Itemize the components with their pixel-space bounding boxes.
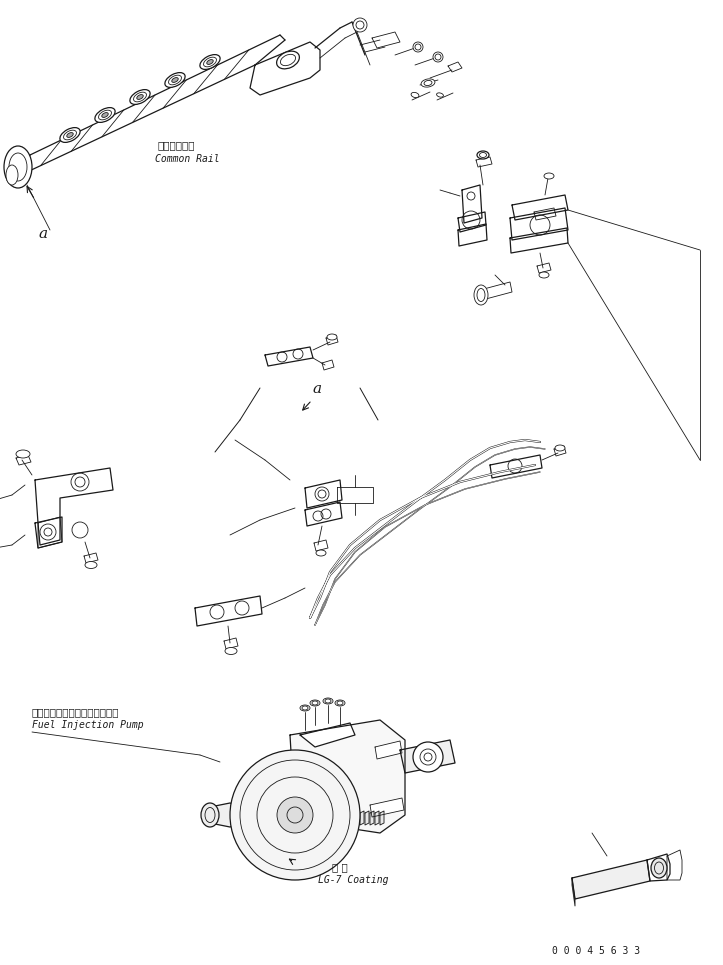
Polygon shape (314, 540, 328, 551)
Ellipse shape (67, 132, 73, 137)
Ellipse shape (16, 450, 30, 458)
Text: Fuel Injection Pump: Fuel Injection Pump (32, 720, 144, 730)
Ellipse shape (474, 285, 488, 305)
Ellipse shape (95, 108, 115, 123)
Polygon shape (300, 723, 355, 747)
Ellipse shape (539, 272, 549, 278)
Polygon shape (250, 42, 320, 95)
Polygon shape (35, 468, 113, 545)
Ellipse shape (4, 146, 32, 188)
Polygon shape (462, 185, 482, 223)
Ellipse shape (327, 334, 337, 340)
Circle shape (353, 18, 367, 32)
Text: 0 0 0 4 5 6 3 3: 0 0 0 4 5 6 3 3 (552, 946, 640, 956)
Polygon shape (554, 446, 566, 456)
Polygon shape (355, 811, 359, 825)
Circle shape (230, 750, 360, 880)
Ellipse shape (555, 445, 565, 451)
Polygon shape (537, 263, 551, 273)
Polygon shape (337, 487, 373, 503)
Polygon shape (510, 208, 568, 240)
Ellipse shape (335, 700, 345, 706)
Ellipse shape (316, 550, 326, 556)
Polygon shape (534, 208, 556, 220)
Polygon shape (476, 157, 492, 167)
Polygon shape (84, 553, 98, 563)
Ellipse shape (207, 60, 213, 65)
Circle shape (413, 42, 423, 52)
Polygon shape (572, 860, 650, 899)
Polygon shape (290, 720, 405, 833)
Polygon shape (305, 502, 342, 526)
Text: 塗 布: 塗 布 (332, 862, 348, 872)
Ellipse shape (477, 151, 489, 159)
Ellipse shape (421, 79, 435, 87)
Ellipse shape (130, 90, 150, 104)
Ellipse shape (60, 127, 80, 143)
Ellipse shape (165, 72, 185, 88)
Polygon shape (326, 335, 338, 345)
Polygon shape (35, 517, 62, 548)
Polygon shape (647, 854, 670, 881)
Polygon shape (365, 811, 369, 825)
Ellipse shape (201, 803, 219, 827)
Polygon shape (195, 596, 262, 626)
Polygon shape (322, 360, 334, 370)
Polygon shape (360, 811, 364, 825)
Polygon shape (224, 638, 238, 649)
Polygon shape (380, 811, 384, 825)
Ellipse shape (651, 858, 667, 878)
Ellipse shape (437, 93, 443, 97)
Text: a: a (312, 382, 321, 396)
Ellipse shape (544, 173, 554, 179)
Ellipse shape (200, 55, 220, 69)
Polygon shape (458, 212, 486, 232)
Ellipse shape (102, 113, 108, 118)
Polygon shape (458, 224, 487, 246)
Ellipse shape (6, 165, 18, 185)
Ellipse shape (323, 698, 333, 704)
Polygon shape (350, 811, 354, 825)
Polygon shape (480, 282, 512, 300)
Polygon shape (372, 32, 400, 48)
Polygon shape (305, 480, 342, 508)
Polygon shape (38, 517, 62, 548)
Ellipse shape (310, 700, 320, 706)
Polygon shape (448, 62, 462, 72)
Polygon shape (265, 347, 313, 366)
Ellipse shape (172, 77, 179, 82)
Polygon shape (375, 811, 379, 825)
Ellipse shape (85, 562, 97, 568)
Text: コモンレール: コモンレール (158, 140, 195, 150)
Polygon shape (370, 811, 374, 825)
Circle shape (433, 52, 443, 62)
Text: Common Rail: Common Rail (155, 154, 220, 164)
Circle shape (413, 742, 443, 772)
Ellipse shape (277, 51, 299, 69)
Polygon shape (510, 228, 568, 253)
Ellipse shape (300, 705, 310, 711)
Polygon shape (375, 741, 402, 759)
Polygon shape (210, 803, 235, 827)
Text: フェルインジェクションポンプ: フェルインジェクションポンプ (32, 707, 119, 717)
Polygon shape (16, 455, 31, 465)
Ellipse shape (225, 648, 237, 654)
Polygon shape (512, 195, 568, 220)
Polygon shape (345, 811, 349, 825)
Polygon shape (490, 455, 542, 478)
Text: LG-7 Coating: LG-7 Coating (318, 875, 388, 885)
Polygon shape (400, 740, 455, 773)
Ellipse shape (411, 93, 419, 97)
Polygon shape (667, 850, 682, 880)
Polygon shape (572, 878, 575, 906)
Polygon shape (370, 798, 404, 817)
Circle shape (277, 797, 313, 833)
Ellipse shape (137, 95, 143, 99)
Text: a: a (38, 227, 47, 241)
